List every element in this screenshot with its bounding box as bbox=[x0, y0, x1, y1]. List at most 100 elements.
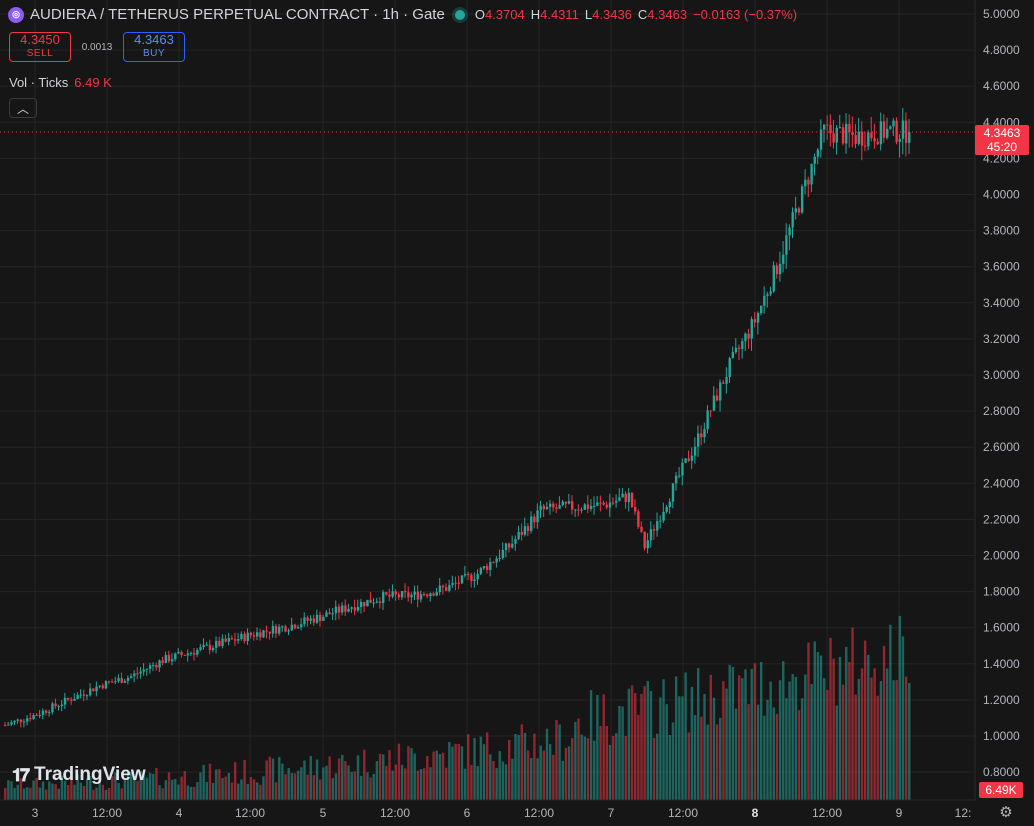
candle[interactable] bbox=[492, 561, 495, 564]
candle[interactable] bbox=[712, 386, 716, 412]
candle[interactable] bbox=[438, 578, 442, 596]
candle[interactable] bbox=[202, 638, 205, 650]
candle[interactable] bbox=[114, 676, 117, 685]
candle[interactable] bbox=[218, 636, 221, 648]
candle[interactable] bbox=[177, 648, 180, 655]
candle[interactable] bbox=[48, 709, 51, 717]
candle[interactable] bbox=[526, 523, 530, 537]
candle[interactable] bbox=[482, 566, 486, 570]
candle[interactable] bbox=[574, 509, 577, 517]
candle[interactable] bbox=[684, 458, 687, 464]
candle[interactable] bbox=[363, 601, 366, 613]
candle[interactable] bbox=[126, 675, 130, 685]
candle[interactable] bbox=[460, 575, 464, 585]
candle[interactable] bbox=[183, 654, 186, 656]
candle[interactable] bbox=[706, 405, 709, 434]
candle[interactable] bbox=[19, 719, 23, 728]
candle[interactable] bbox=[681, 458, 684, 486]
candle[interactable] bbox=[599, 495, 602, 512]
candle[interactable] bbox=[668, 498, 672, 514]
collapse-legend-button[interactable]: ︿ bbox=[9, 98, 37, 118]
candle[interactable] bbox=[841, 123, 845, 146]
candle[interactable] bbox=[334, 600, 338, 621]
candle[interactable] bbox=[284, 624, 287, 633]
candle[interactable] bbox=[199, 643, 202, 652]
candle[interactable] bbox=[838, 114, 842, 129]
candle[interactable] bbox=[697, 425, 700, 457]
candle[interactable] bbox=[567, 493, 571, 505]
candle[interactable] bbox=[882, 114, 886, 143]
candle[interactable] bbox=[148, 662, 152, 674]
candle[interactable] bbox=[860, 121, 864, 161]
candle[interactable] bbox=[889, 125, 892, 130]
candle[interactable] bbox=[593, 496, 596, 515]
candle[interactable] bbox=[634, 499, 637, 515]
candle[interactable] bbox=[539, 500, 542, 519]
candle[interactable] bbox=[120, 672, 123, 684]
candle[interactable] bbox=[785, 223, 788, 269]
candle[interactable] bbox=[674, 472, 678, 491]
candle[interactable] bbox=[7, 721, 10, 726]
candle[interactable] bbox=[766, 291, 769, 308]
candle[interactable] bbox=[728, 356, 731, 383]
candle[interactable] bbox=[520, 523, 523, 541]
candle[interactable] bbox=[4, 722, 7, 727]
candle[interactable] bbox=[208, 639, 212, 655]
candle[interactable] bbox=[778, 251, 782, 282]
candle[interactable] bbox=[312, 614, 316, 626]
candle[interactable] bbox=[448, 579, 451, 593]
candle[interactable] bbox=[873, 123, 876, 149]
candle[interactable] bbox=[596, 496, 599, 507]
candle[interactable] bbox=[271, 620, 275, 638]
candle[interactable] bbox=[344, 599, 347, 617]
candle[interactable] bbox=[142, 663, 145, 676]
candle[interactable] bbox=[552, 501, 555, 512]
candle[interactable] bbox=[243, 631, 246, 644]
candle[interactable] bbox=[117, 674, 120, 684]
candle[interactable] bbox=[832, 119, 835, 149]
candle[interactable] bbox=[775, 262, 779, 279]
candle[interactable] bbox=[479, 566, 483, 575]
symbol-title[interactable]: AUDIERA / TETHERUS PERPETUAL CONTRACT · … bbox=[30, 6, 445, 23]
candle[interactable] bbox=[400, 591, 404, 600]
candle[interactable] bbox=[810, 163, 813, 193]
candle[interactable] bbox=[240, 631, 243, 641]
candle[interactable] bbox=[300, 618, 303, 631]
candle[interactable] bbox=[709, 410, 712, 418]
candle[interactable] bbox=[511, 535, 514, 549]
price-axis[interactable]: 5.00004.80004.60004.40004.20004.00003.80… bbox=[983, 7, 1020, 779]
candle[interactable] bbox=[189, 651, 193, 657]
candle[interactable] bbox=[700, 425, 703, 446]
candle[interactable] bbox=[233, 632, 237, 646]
candle[interactable] bbox=[385, 592, 388, 596]
candle[interactable] bbox=[372, 598, 375, 608]
candle[interactable] bbox=[341, 602, 344, 616]
candle[interactable] bbox=[107, 680, 111, 685]
candle[interactable] bbox=[687, 450, 690, 462]
candle[interactable] bbox=[908, 119, 911, 154]
candle[interactable] bbox=[416, 585, 420, 608]
candle[interactable] bbox=[130, 673, 133, 679]
candle[interactable] bbox=[388, 588, 391, 602]
candle[interactable] bbox=[92, 688, 95, 692]
candle[interactable] bbox=[630, 492, 634, 508]
candle[interactable] bbox=[262, 629, 265, 638]
candle[interactable] bbox=[196, 648, 199, 658]
candle[interactable] bbox=[857, 118, 861, 146]
candle[interactable] bbox=[457, 575, 460, 590]
candle[interactable] bbox=[265, 625, 268, 639]
candle[interactable] bbox=[353, 599, 357, 616]
candle[interactable] bbox=[259, 628, 262, 641]
candle[interactable] bbox=[51, 701, 54, 715]
candle[interactable] bbox=[501, 542, 505, 560]
candle[interactable] bbox=[517, 525, 520, 541]
candle[interactable] bbox=[319, 611, 322, 627]
candle[interactable] bbox=[164, 651, 168, 664]
candle[interactable] bbox=[375, 597, 379, 604]
candle[interactable] bbox=[29, 712, 32, 722]
candle[interactable] bbox=[854, 124, 857, 149]
candle[interactable] bbox=[422, 592, 426, 597]
candle[interactable] bbox=[489, 557, 492, 577]
candle[interactable] bbox=[583, 503, 586, 510]
